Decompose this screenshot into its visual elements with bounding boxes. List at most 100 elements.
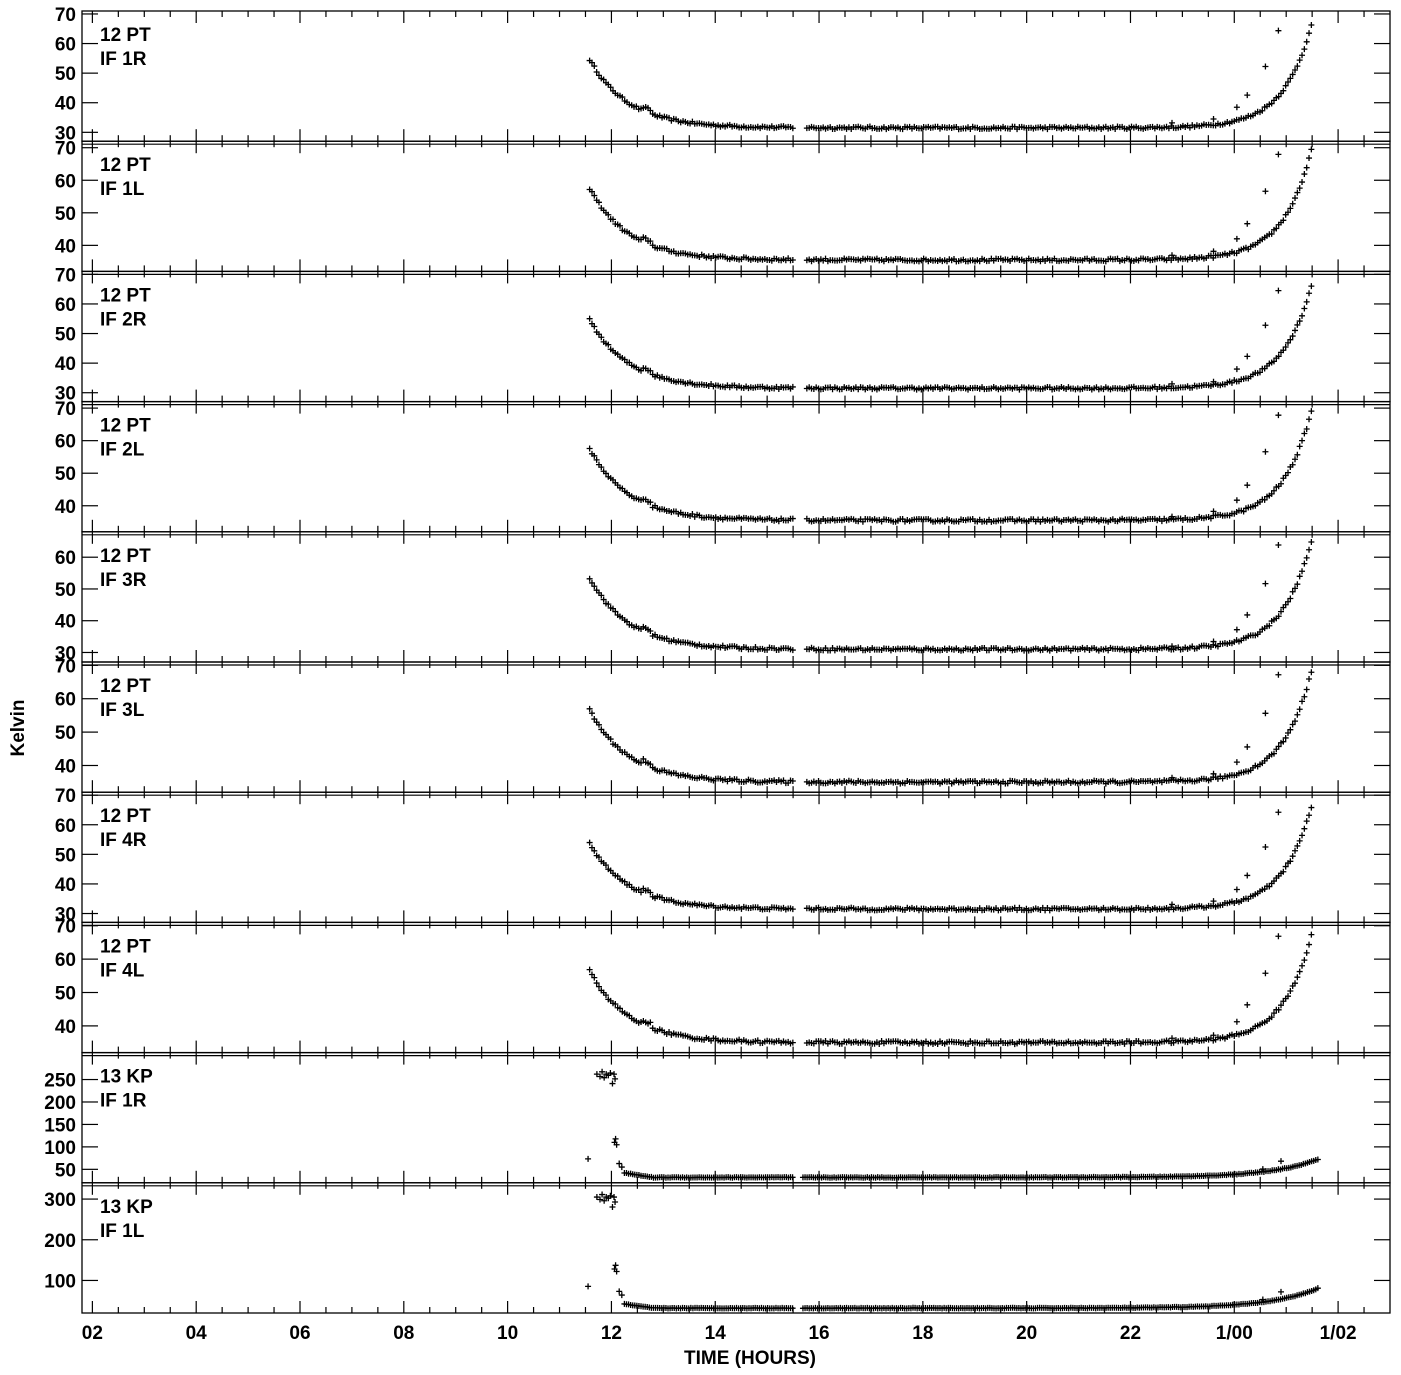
data-point — [647, 238, 654, 245]
data-point — [1301, 825, 1308, 832]
panel-if-label: IF 3R — [100, 570, 147, 591]
panel-if-label: IF 1L — [100, 1221, 145, 1242]
data-point — [1280, 347, 1287, 354]
data-point — [1299, 52, 1306, 59]
data-point — [1294, 451, 1301, 458]
data-point — [1303, 686, 1310, 693]
data-point — [1233, 366, 1240, 373]
panel-if-label: IF 2L — [100, 440, 145, 461]
y-tick-label: 50 — [55, 580, 76, 601]
data-point — [1275, 671, 1282, 678]
data-point — [1308, 146, 1315, 153]
data-point — [593, 456, 600, 463]
data-point — [1303, 38, 1310, 45]
y-tick-label: 60 — [55, 295, 76, 316]
data-point — [1244, 872, 1251, 879]
data-point — [1306, 155, 1313, 162]
data-point — [591, 192, 598, 199]
y-tick-label: 200 — [44, 1093, 76, 1114]
data-point — [586, 315, 593, 322]
data-point — [1285, 79, 1292, 86]
y-tick-label: 70 — [55, 139, 76, 160]
y-tick-label: 30 — [55, 384, 76, 405]
y-tick-label: 40 — [55, 497, 76, 518]
data-point — [1169, 643, 1175, 650]
data-point — [1308, 283, 1315, 290]
panel-1: 30 40 50 60 70 12 PT IF 1R — [55, 5, 1391, 144]
data-point — [1292, 585, 1299, 592]
x-tick-label: 02 — [82, 1323, 103, 1344]
data-point — [1210, 378, 1217, 385]
data-point — [1278, 1158, 1284, 1165]
data-point — [1292, 67, 1299, 74]
y-tick-label: 60 — [55, 548, 76, 569]
panel-station-label: 12 PT — [100, 806, 151, 827]
data-point — [586, 705, 593, 712]
y-tick-label: 300 — [44, 1190, 76, 1211]
data-point — [585, 1283, 592, 1290]
data-point — [1268, 100, 1275, 107]
data-point — [612, 1262, 619, 1269]
data-point — [1278, 608, 1284, 615]
y-tick-label: 40 — [55, 756, 76, 777]
data-point — [1270, 358, 1277, 365]
data-point — [1299, 179, 1306, 186]
data-point — [624, 618, 630, 625]
data-point — [1262, 580, 1269, 587]
panel-station-label: 12 PT — [100, 676, 151, 697]
x-tick-label: 14 — [705, 1323, 727, 1344]
data-point — [642, 234, 649, 241]
data-point — [609, 216, 616, 223]
data-point — [588, 710, 595, 717]
data-point — [1289, 71, 1296, 78]
x-tick-label: 1/02 — [1320, 1323, 1357, 1344]
data-point — [605, 341, 612, 348]
data-point — [1292, 456, 1299, 463]
panel-if-label: IF 4R — [100, 830, 147, 851]
data-point — [600, 76, 607, 83]
data-point — [1280, 217, 1287, 224]
data-point — [789, 125, 796, 132]
data-point — [1233, 886, 1240, 893]
data-point — [1169, 513, 1175, 520]
panel-if-label: IF 1L — [100, 179, 145, 200]
data-point — [1273, 225, 1280, 232]
series-points — [585, 1191, 1321, 1312]
data-point — [602, 470, 609, 477]
panel-if-label: IF 1R — [100, 49, 147, 70]
data-point — [1282, 601, 1289, 608]
x-tick-label: 1/00 — [1216, 1323, 1253, 1344]
x-tick-label: 06 — [289, 1323, 310, 1344]
x-tick-label: 20 — [1016, 1323, 1037, 1344]
data-point — [1275, 412, 1282, 419]
panel-8: 40 50 60 70 12 PT IF 4L — [55, 917, 1391, 1054]
data-point — [1210, 508, 1217, 515]
data-point — [1299, 568, 1306, 575]
data-point — [598, 464, 605, 471]
y-tick-label: 100 — [44, 1271, 76, 1292]
data-point — [1306, 812, 1313, 819]
y-tick-label: 60 — [55, 950, 76, 971]
data-point — [1308, 21, 1315, 28]
panel-frame — [81, 10, 1391, 142]
x-tick-label: 22 — [1120, 1323, 1141, 1344]
panel-station-label: 12 PT — [100, 936, 151, 957]
data-point — [1275, 541, 1282, 548]
data-point — [1268, 490, 1275, 497]
data-point — [607, 736, 614, 743]
panel-station-label: 12 PT — [100, 546, 151, 567]
data-point — [1280, 87, 1287, 94]
series-points — [586, 669, 1315, 787]
data-point — [1294, 711, 1301, 718]
y-tick-label: 50 — [55, 64, 76, 85]
data-point — [600, 596, 607, 603]
data-point — [1299, 312, 1306, 319]
y-tick-label: 70 — [55, 656, 76, 677]
data-point — [789, 647, 796, 654]
y-tick-label: 30 — [55, 123, 76, 144]
y-tick-label: 70 — [55, 5, 76, 26]
series-points — [586, 146, 1315, 265]
data-point — [614, 743, 621, 750]
panel-frame — [81, 1182, 1391, 1314]
y-tick-label: 60 — [55, 171, 76, 192]
